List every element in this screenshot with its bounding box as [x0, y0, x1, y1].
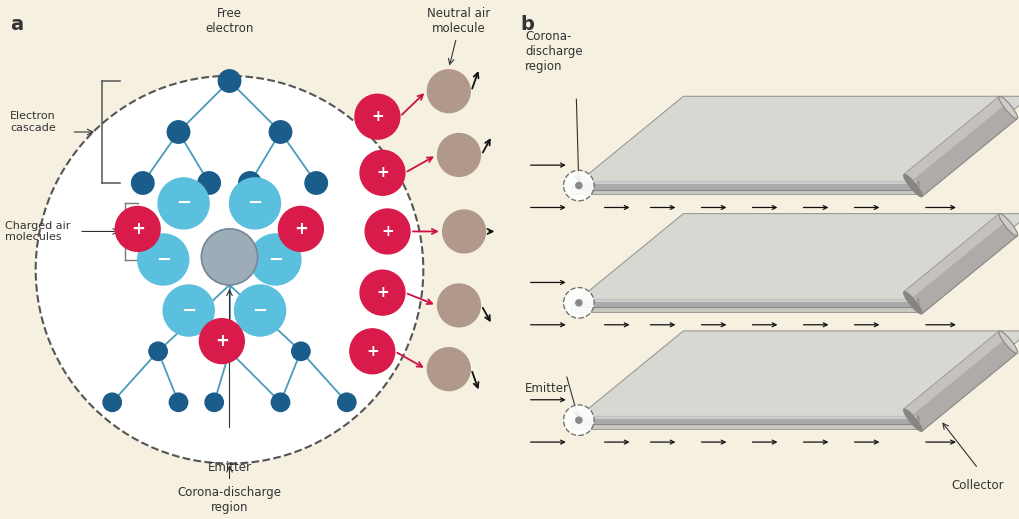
Ellipse shape [998, 97, 1017, 119]
Circle shape [218, 70, 240, 92]
Text: Neutral air
molecule: Neutral air molecule [427, 7, 490, 35]
Circle shape [437, 284, 480, 327]
Text: +: + [293, 220, 308, 238]
Polygon shape [571, 422, 917, 429]
Text: −: − [253, 302, 267, 320]
Circle shape [163, 285, 214, 336]
Text: −: − [181, 302, 196, 320]
Text: +: + [130, 220, 145, 238]
Circle shape [365, 209, 410, 254]
Circle shape [576, 417, 581, 423]
Polygon shape [571, 331, 1019, 422]
Circle shape [337, 393, 356, 412]
Polygon shape [581, 416, 917, 419]
Circle shape [229, 178, 280, 229]
Circle shape [103, 393, 121, 412]
Text: Charged air
molecules: Charged air molecules [5, 221, 70, 242]
Polygon shape [903, 331, 1005, 417]
Text: Free
electron: Free electron [205, 7, 254, 35]
Polygon shape [571, 305, 917, 311]
Text: Emitter: Emitter [207, 461, 252, 474]
Circle shape [149, 342, 167, 361]
Circle shape [250, 234, 301, 285]
Ellipse shape [903, 409, 921, 431]
Circle shape [278, 207, 323, 251]
Polygon shape [903, 331, 1016, 431]
Ellipse shape [916, 182, 918, 189]
Circle shape [355, 94, 399, 139]
Circle shape [350, 329, 394, 374]
Circle shape [305, 172, 327, 194]
Text: +: + [371, 109, 383, 124]
Polygon shape [903, 97, 1005, 182]
Polygon shape [571, 97, 1019, 188]
Polygon shape [571, 214, 1019, 305]
Polygon shape [581, 182, 917, 184]
Circle shape [269, 121, 291, 143]
Polygon shape [903, 97, 1016, 197]
Circle shape [198, 172, 220, 194]
Polygon shape [581, 299, 917, 307]
Circle shape [234, 285, 285, 336]
Circle shape [564, 405, 593, 435]
Circle shape [238, 172, 261, 194]
Ellipse shape [916, 299, 918, 307]
Circle shape [360, 151, 405, 195]
Text: a: a [10, 15, 23, 34]
Circle shape [158, 178, 209, 229]
Polygon shape [581, 416, 917, 424]
Ellipse shape [998, 331, 1017, 353]
Text: −: − [248, 195, 262, 212]
Text: +: + [215, 332, 228, 350]
Circle shape [115, 207, 160, 251]
Text: −: − [176, 195, 191, 212]
Polygon shape [903, 214, 1005, 299]
Circle shape [205, 393, 223, 412]
Circle shape [564, 170, 593, 201]
Circle shape [36, 76, 423, 463]
Circle shape [427, 70, 470, 113]
Circle shape [131, 172, 154, 194]
Circle shape [167, 121, 190, 143]
Ellipse shape [903, 174, 921, 197]
Text: Emitter: Emitter [525, 382, 569, 395]
Circle shape [427, 348, 470, 391]
Polygon shape [581, 299, 917, 302]
Ellipse shape [580, 299, 582, 307]
Text: −: − [156, 251, 170, 268]
Text: −: − [268, 251, 282, 268]
Circle shape [576, 183, 581, 188]
Ellipse shape [580, 182, 582, 189]
Text: +: + [376, 285, 388, 300]
Polygon shape [581, 182, 917, 189]
Polygon shape [571, 188, 917, 194]
Ellipse shape [998, 214, 1017, 236]
Circle shape [564, 288, 593, 318]
Ellipse shape [916, 416, 918, 424]
Text: +: + [376, 165, 388, 180]
Circle shape [202, 229, 258, 285]
Circle shape [291, 342, 310, 361]
Circle shape [169, 393, 187, 412]
Circle shape [271, 393, 289, 412]
Circle shape [442, 210, 485, 253]
Circle shape [200, 319, 245, 363]
Ellipse shape [580, 416, 582, 424]
Polygon shape [903, 214, 1016, 314]
Text: Corona-discharge
region: Corona-discharge region [177, 486, 281, 514]
Circle shape [360, 270, 405, 315]
Circle shape [138, 234, 189, 285]
Text: Electron
cascade: Electron cascade [10, 111, 56, 132]
Text: Collector: Collector [951, 479, 1004, 492]
Circle shape [220, 342, 238, 361]
Text: +: + [381, 224, 393, 239]
Ellipse shape [903, 292, 921, 314]
Circle shape [576, 300, 581, 306]
Text: +: + [366, 344, 378, 359]
Circle shape [437, 133, 480, 176]
Text: b: b [520, 15, 534, 34]
Text: Corona-
discharge
region: Corona- discharge region [525, 30, 582, 73]
